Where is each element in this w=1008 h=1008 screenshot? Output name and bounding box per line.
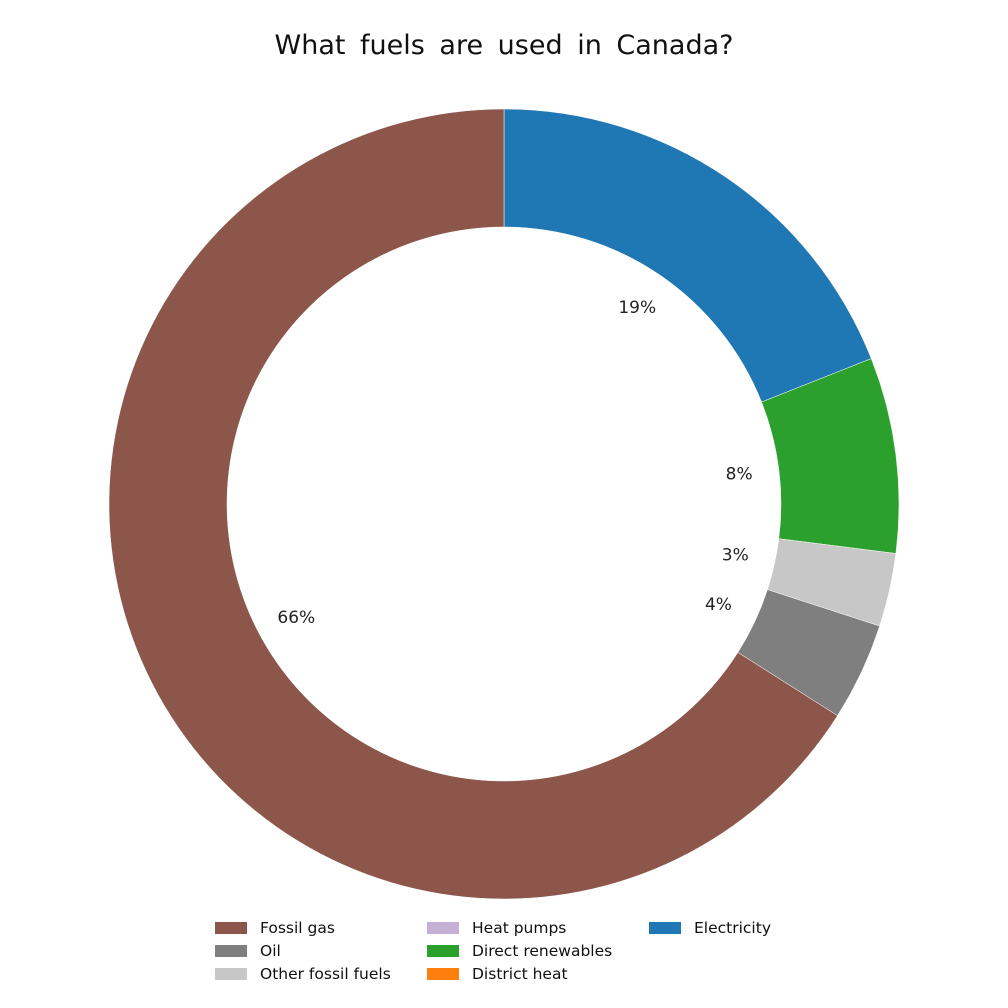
legend-swatch-other-fossil-fuels <box>215 968 247 980</box>
legend-swatch-district-heat <box>427 968 459 980</box>
slice-label-oil: 4% <box>705 595 732 615</box>
legend-swatch-heat-pumps <box>427 922 459 934</box>
legend-label-other-fossil-fuels: Other fossil fuels <box>260 965 391 983</box>
chart-title: What fuels are used in Canada? <box>275 30 734 61</box>
legend-item-other-fossil-fuels: Other fossil fuels <box>215 965 391 983</box>
legend-label-district-heat: District heat <box>472 965 568 983</box>
slice-label-other-fossil-fuels: 3% <box>722 546 749 566</box>
slice-labels: 19% 8% 3% 4% 66% <box>277 298 752 628</box>
legend-label-electricity: Electricity <box>694 919 771 937</box>
slice-electricity <box>503 108 872 403</box>
legend-label-fossil-gas: Fossil gas <box>260 919 335 937</box>
slice-fossil-gas <box>108 108 838 900</box>
legend-item-direct-renewables: Direct renewables <box>427 942 612 960</box>
legend-item-heat-pumps: Heat pumps <box>427 919 566 937</box>
legend-swatch-electricity <box>649 922 681 934</box>
slice-label-direct-renewables: 8% <box>726 464 753 484</box>
legend-swatch-oil <box>215 945 247 957</box>
slice-label-electricity: 19% <box>618 298 656 318</box>
legend-label-direct-renewables: Direct renewables <box>472 942 612 960</box>
legend-item-fossil-gas: Fossil gas <box>215 919 335 937</box>
legend: Fossil gas Oil Other fossil fuels Heat pump… <box>215 919 771 983</box>
slice-label-fossil-gas: 66% <box>277 608 315 628</box>
legend-label-heat-pumps: Heat pumps <box>472 919 566 937</box>
legend-label-oil: Oil <box>260 942 281 960</box>
donut-slices <box>108 108 900 900</box>
legend-item-electricity: Electricity <box>649 919 771 937</box>
legend-swatch-direct-renewables <box>427 945 459 957</box>
legend-item-district-heat: District heat <box>427 965 568 983</box>
legend-swatch-fossil-gas <box>215 922 247 934</box>
legend-item-oil: Oil <box>215 942 281 960</box>
